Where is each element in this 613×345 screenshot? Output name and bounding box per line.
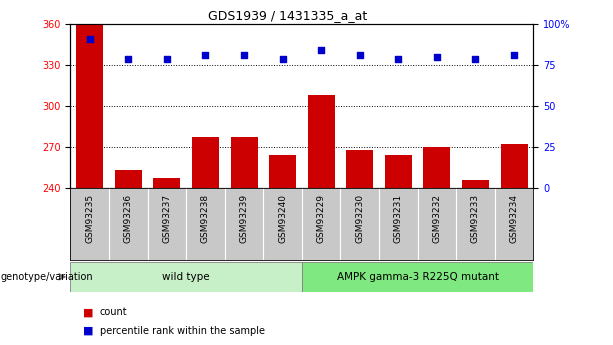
Bar: [346, 150, 373, 188]
Text: GSM93234: GSM93234: [509, 194, 519, 243]
Text: GSM93240: GSM93240: [278, 194, 287, 243]
Point: [355, 52, 365, 58]
Bar: [302, 262, 533, 292]
Point: [509, 52, 519, 58]
Text: GSM93233: GSM93233: [471, 194, 480, 243]
Bar: [424, 147, 451, 188]
Bar: [153, 178, 180, 188]
Text: GDS1939 / 1431335_a_at: GDS1939 / 1431335_a_at: [208, 9, 368, 22]
Bar: [230, 138, 257, 188]
Point: [394, 56, 403, 61]
Point: [239, 52, 249, 58]
Text: ■: ■: [83, 326, 93, 335]
Point: [471, 56, 481, 61]
Text: GSM93237: GSM93237: [162, 194, 172, 243]
Text: GSM93229: GSM93229: [317, 194, 326, 243]
Bar: [308, 95, 335, 188]
Point: [316, 48, 326, 53]
Text: GSM93239: GSM93239: [240, 194, 248, 243]
Text: GSM93232: GSM93232: [432, 194, 441, 243]
Point: [432, 54, 442, 60]
Text: GSM93236: GSM93236: [124, 194, 133, 243]
Text: GSM93238: GSM93238: [201, 194, 210, 243]
Text: GSM93231: GSM93231: [394, 194, 403, 243]
Text: percentile rank within the sample: percentile rank within the sample: [100, 326, 265, 335]
Point: [200, 52, 210, 58]
Bar: [501, 144, 528, 188]
Text: AMPK gamma-3 R225Q mutant: AMPK gamma-3 R225Q mutant: [337, 272, 498, 282]
Text: GSM93230: GSM93230: [356, 194, 364, 243]
Point: [278, 56, 287, 61]
Bar: [269, 155, 296, 188]
Bar: [385, 155, 412, 188]
Point: [162, 56, 172, 61]
Text: ■: ■: [83, 307, 93, 317]
Bar: [192, 138, 219, 188]
Text: wild type: wild type: [162, 272, 210, 282]
Bar: [462, 180, 489, 188]
Bar: [70, 262, 302, 292]
Point: [123, 56, 133, 61]
Point: [85, 36, 94, 42]
Text: count: count: [100, 307, 128, 317]
Text: genotype/variation: genotype/variation: [1, 272, 93, 282]
Bar: [76, 24, 103, 188]
Text: GSM93235: GSM93235: [85, 194, 94, 243]
Bar: [115, 170, 142, 188]
